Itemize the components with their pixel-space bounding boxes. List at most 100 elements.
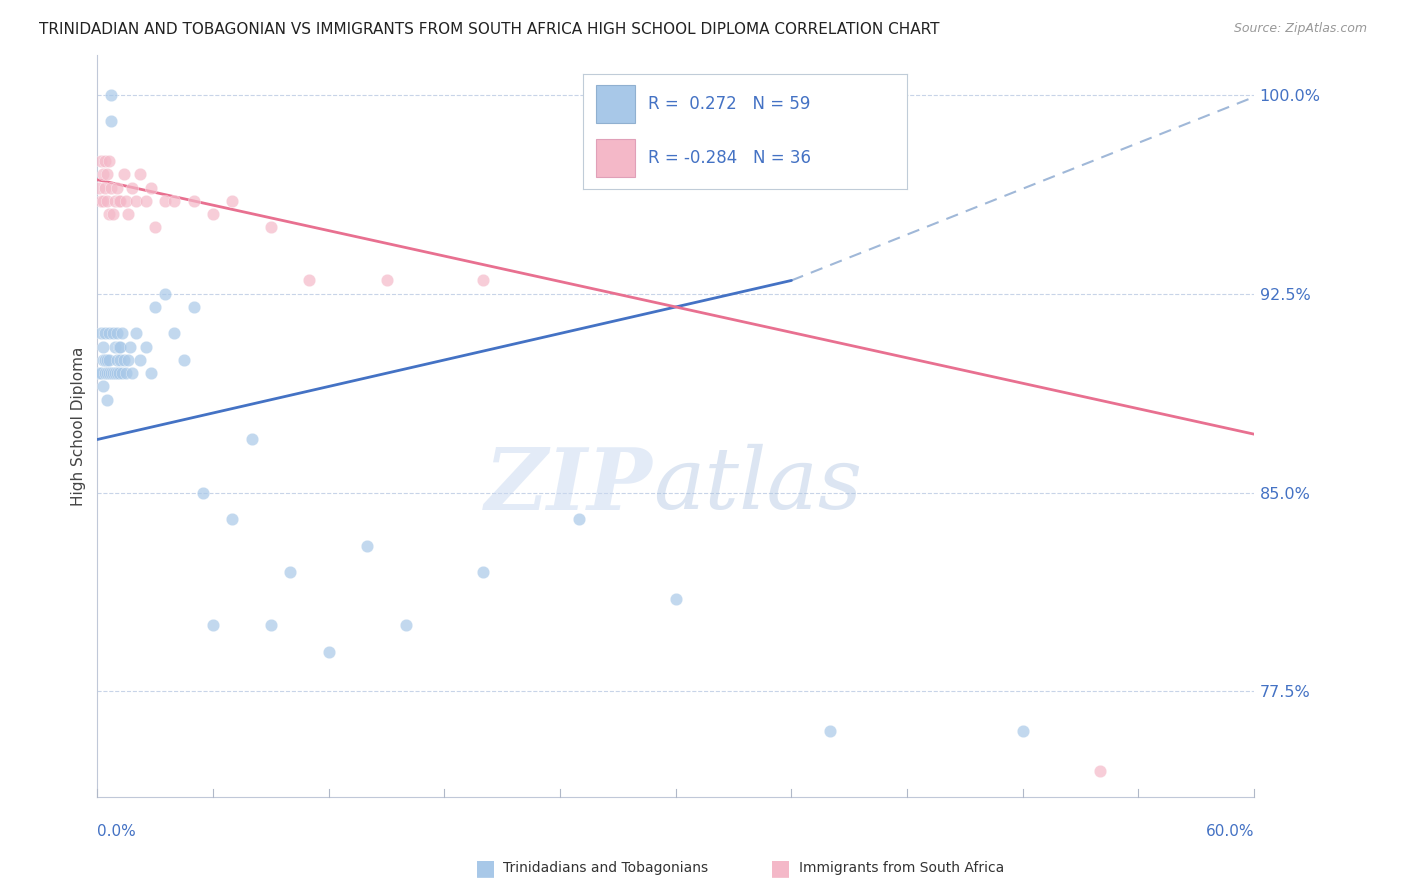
Point (90, 326, 112, 341)
Point (97, 207, 120, 221)
Point (96, 392, 118, 407)
Text: ZIP: ZIP (485, 444, 652, 527)
Point (395, 618, 418, 632)
Point (100, 366, 122, 380)
Point (163, 194, 186, 208)
Point (115, 194, 138, 208)
Point (96, 168, 118, 182)
Point (97, 366, 120, 380)
Point (91, 168, 114, 182)
Point (105, 180, 128, 194)
Point (318, 644, 340, 658)
Point (111, 326, 134, 341)
Point (91, 353, 114, 368)
Point (90, 366, 112, 380)
Point (107, 194, 129, 208)
Point (89, 180, 111, 194)
Point (107, 366, 129, 380)
Point (107, 340, 129, 354)
Point (183, 300, 205, 314)
Point (153, 194, 176, 208)
Point (101, 326, 124, 341)
Point (117, 207, 139, 221)
Point (94, 366, 117, 380)
Point (135, 194, 157, 208)
Point (471, 565, 494, 579)
Text: Source: ZipAtlas.com: Source: ZipAtlas.com (1233, 22, 1367, 36)
Point (101, 366, 124, 380)
Text: ■: ■ (475, 858, 495, 878)
Point (117, 353, 139, 368)
Point (356, 539, 378, 553)
Point (221, 194, 243, 208)
Point (97, 154, 120, 169)
Point (94, 326, 117, 341)
Point (105, 366, 128, 380)
Point (1011, 724, 1033, 739)
Y-axis label: High School Diploma: High School Diploma (72, 347, 86, 506)
Point (110, 353, 132, 368)
Point (202, 618, 225, 632)
Point (115, 366, 138, 380)
Point (104, 366, 127, 380)
Point (105, 326, 128, 341)
Point (143, 300, 166, 314)
Point (111, 366, 134, 380)
Point (96, 366, 118, 380)
Point (471, 273, 494, 287)
Point (112, 353, 135, 368)
Point (260, 220, 283, 235)
Point (94, 154, 117, 169)
Point (89, 366, 111, 380)
Point (94, 353, 117, 368)
Point (91, 379, 114, 393)
Point (91, 194, 114, 208)
Point (375, 273, 398, 287)
Point (1088, 764, 1111, 778)
Text: 0.0%: 0.0% (97, 824, 136, 838)
Point (240, 433, 263, 447)
Point (97, 326, 120, 341)
Point (665, 591, 688, 606)
Point (91, 340, 114, 354)
Point (90, 154, 112, 169)
Point (202, 207, 225, 221)
Point (96, 353, 118, 368)
Point (110, 340, 132, 354)
Text: ■: ■ (770, 858, 790, 878)
Point (128, 168, 150, 182)
Point (298, 273, 321, 287)
Point (260, 618, 283, 632)
Point (120, 340, 142, 354)
Point (110, 194, 132, 208)
Point (173, 353, 195, 368)
Point (90, 194, 112, 208)
Point (101, 207, 124, 221)
Point (100, 114, 122, 128)
Point (104, 194, 127, 208)
Point (112, 168, 135, 182)
Point (153, 286, 176, 301)
Point (193, 485, 215, 500)
Point (141, 366, 163, 380)
Point (221, 512, 243, 526)
Point (568, 512, 591, 526)
Point (97, 353, 120, 368)
Point (104, 340, 127, 354)
Point (100, 87, 122, 102)
Point (125, 326, 148, 341)
Point (143, 220, 166, 235)
Point (141, 180, 163, 194)
Point (100, 180, 122, 194)
Text: 60.0%: 60.0% (1205, 824, 1254, 838)
Text: atlas: atlas (652, 444, 862, 527)
Point (818, 724, 841, 739)
Point (121, 366, 143, 380)
Point (96, 194, 118, 208)
Text: TRINIDADIAN AND TOBAGONIAN VS IMMIGRANTS FROM SOUTH AFRICA HIGH SCHOOL DIPLOMA C: TRINIDADIAN AND TOBAGONIAN VS IMMIGRANTS… (39, 22, 939, 37)
Text: Trinidadians and Tobagonians: Trinidadians and Tobagonians (503, 861, 709, 875)
Point (183, 194, 205, 208)
Point (105, 353, 128, 368)
Point (135, 340, 157, 354)
Point (128, 353, 150, 368)
